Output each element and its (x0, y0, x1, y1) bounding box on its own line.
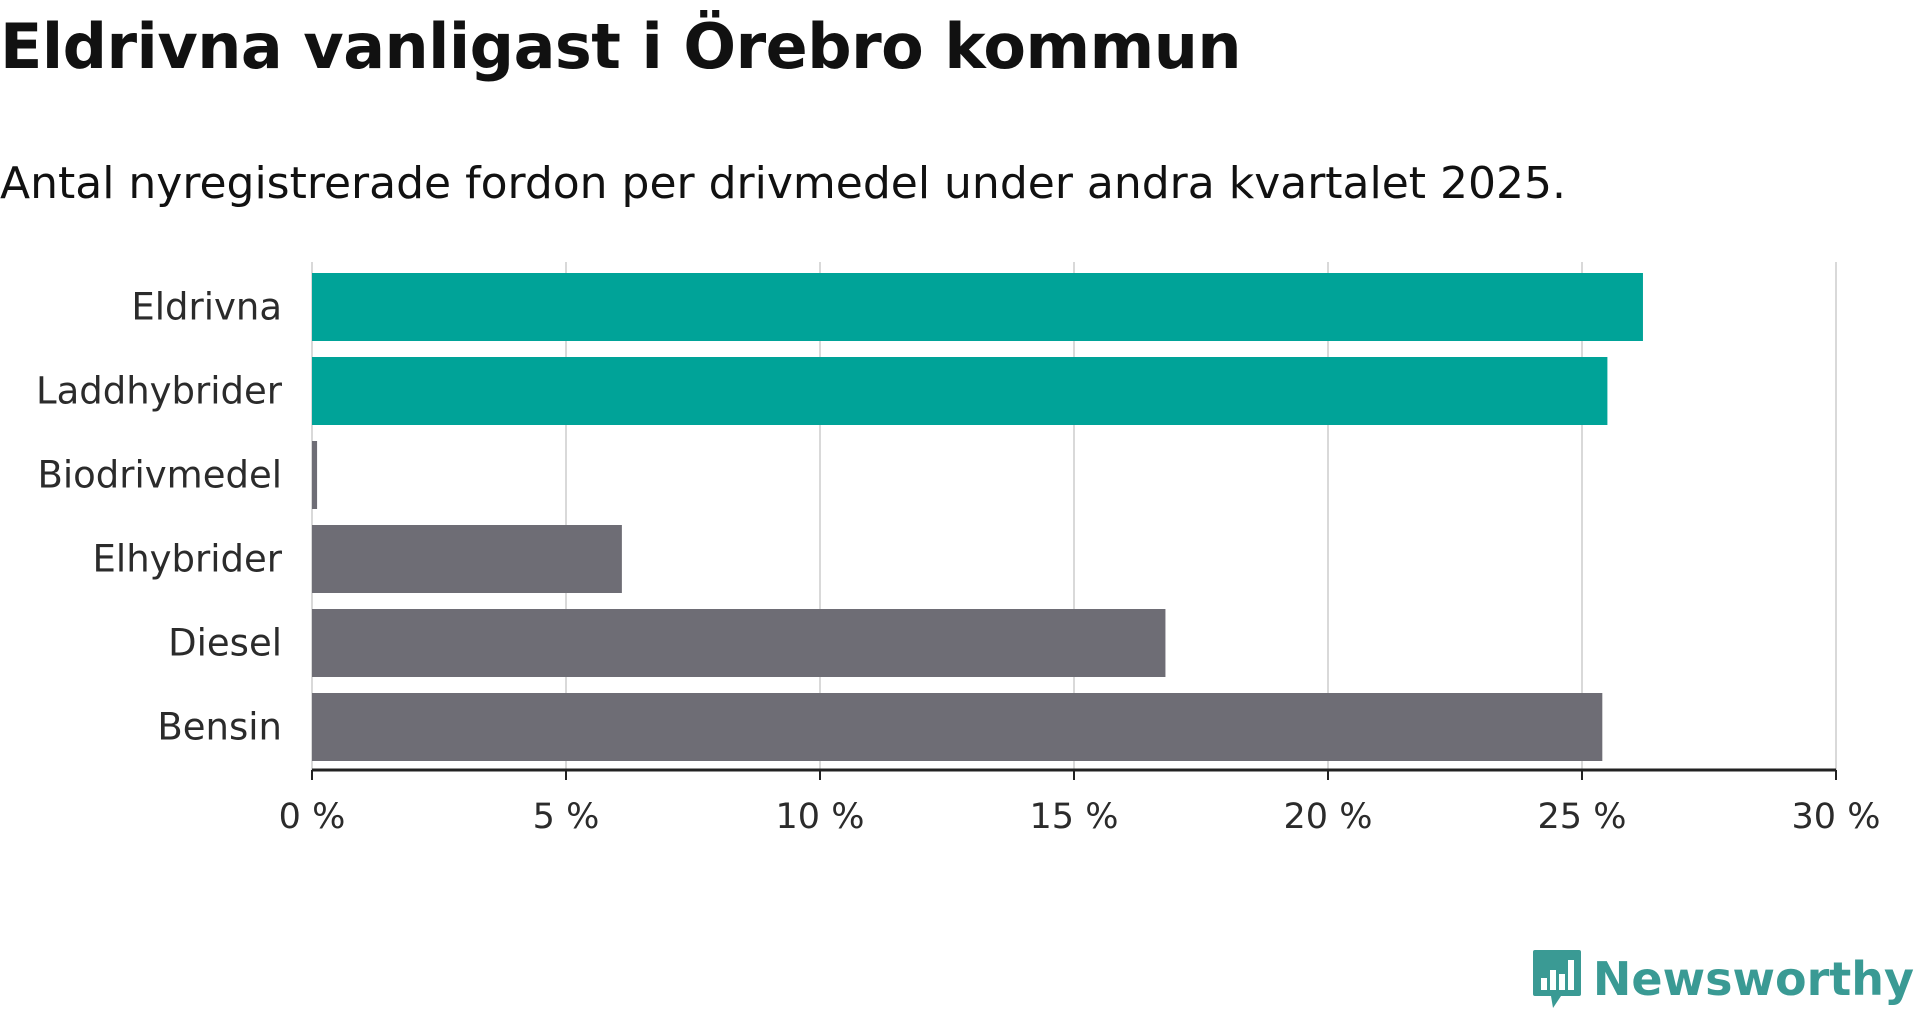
bar-chart-logo-icon (1532, 950, 1581, 1008)
x-axis (311, 768, 1837, 780)
category-labels: Eldrivna Laddhybrider Biodrivmedel Elhybrid… (36, 286, 283, 749)
category-label-laddhybrider: Laddhybrider (36, 370, 283, 413)
grid-lines (311, 262, 1837, 770)
x-tick-label-5: 25 % (1538, 797, 1627, 837)
chart-title: Eldrivna vanligast i Örebro kommun (0, 10, 1241, 83)
category-label-eldrivna: Eldrivna (131, 286, 282, 329)
x-tick-label-0: 0 % (279, 797, 346, 837)
bar-bensin (312, 693, 1603, 761)
brand-logo: Newsworthy (1531, 948, 1914, 1010)
brand-name: Newsworthy (1592, 952, 1914, 1006)
bars (312, 273, 1643, 761)
bar-chart: Eldrivna Laddhybrider Biodrivmedel Elhybrid… (36, 262, 1881, 837)
bar-elhybrider (312, 525, 622, 593)
bar-laddhybrider (312, 357, 1608, 425)
chart-subtitle: Antal nyregistrerade fordon per drivmede… (0, 158, 1566, 209)
bar-biodrivmedel (312, 441, 318, 509)
bar-eldrivna (312, 273, 1643, 341)
category-label-biodrivmedel: Biodrivmedel (37, 454, 282, 497)
x-tick-label-4: 20 % (1284, 797, 1373, 837)
category-label-diesel: Diesel (168, 622, 282, 665)
x-tick-label-2: 10 % (776, 797, 865, 837)
x-tick-label-3: 15 % (1030, 797, 1119, 837)
category-label-bensin: Bensin (157, 706, 282, 749)
x-tick-labels: 0 % 5 % 10 % 15 % 20 % 25 % 30 % (279, 797, 1881, 837)
x-tick-label-6: 30 % (1792, 797, 1881, 837)
bar-diesel (312, 609, 1166, 677)
x-tick-label-1: 5 % (533, 797, 600, 837)
category-label-elhybrider: Elhybrider (93, 538, 283, 581)
